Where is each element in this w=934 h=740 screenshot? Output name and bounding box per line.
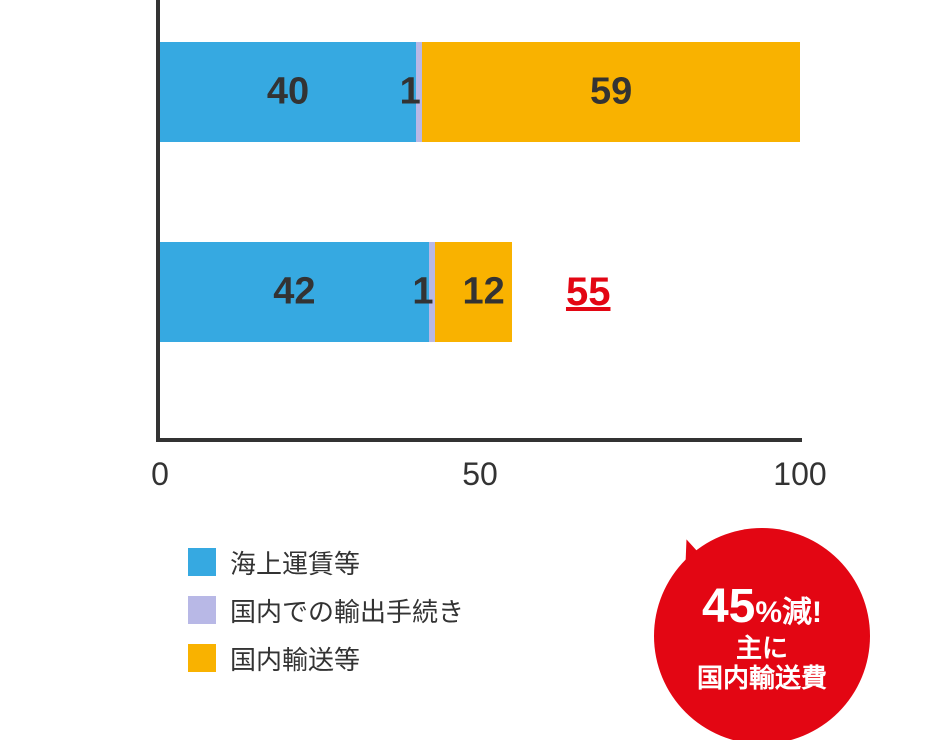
bar-bottom-seg-2: 12	[435, 242, 512, 342]
legend: 海上運賃等国内での輸出手続き国内輸送等	[188, 542, 464, 686]
bar-top-seg-2: 59	[422, 42, 800, 142]
bar-bottom-total-label: 55	[566, 270, 611, 315]
legend-text-1: 国内での輸出手続き	[230, 592, 464, 629]
legend-swatch-1	[188, 596, 216, 624]
legend-text-0: 海上運賃等	[230, 544, 360, 581]
legend-item-0: 海上運賃等	[188, 542, 464, 582]
bar-bottom-seg-1-label: 1	[412, 271, 418, 314]
badge-circle: 45%減!主に国内輸送費	[654, 528, 870, 740]
legend-item-1: 国内での輸出手続き	[188, 590, 464, 630]
bar-bottom-seg-2-label: 12	[462, 271, 504, 314]
x-axis	[156, 438, 802, 442]
bar-top-seg-1-label: 1	[400, 71, 406, 114]
badge-line1-small: %減!	[755, 596, 822, 631]
bar-top-seg-0: 40	[160, 42, 416, 142]
badge-line2: 主に	[736, 634, 788, 664]
bar-bottom: 42 1 12 55	[160, 242, 610, 342]
legend-swatch-0	[188, 548, 216, 576]
badge-line1-big: 45	[702, 579, 755, 634]
legend-item-2: 国内輸送等	[188, 638, 464, 678]
bar-bottom-seg-0: 42	[160, 242, 429, 342]
x-tick-0: 0	[151, 456, 169, 493]
bar-top-seg-2-label: 59	[590, 71, 632, 114]
legend-swatch-2	[188, 644, 216, 672]
badge-line3: 国内輸送費	[697, 664, 827, 694]
y-axis	[156, 0, 160, 442]
x-tick-100: 100	[773, 456, 826, 493]
x-tick-50: 50	[462, 456, 498, 493]
bar-bottom-seg-0-label: 42	[273, 271, 315, 314]
badge-line1: 45%減!	[702, 579, 822, 634]
bar-top-seg-0-label: 40	[267, 71, 309, 114]
bar-top: 40 1 59	[160, 42, 800, 142]
legend-text-2: 国内輸送等	[230, 640, 360, 677]
